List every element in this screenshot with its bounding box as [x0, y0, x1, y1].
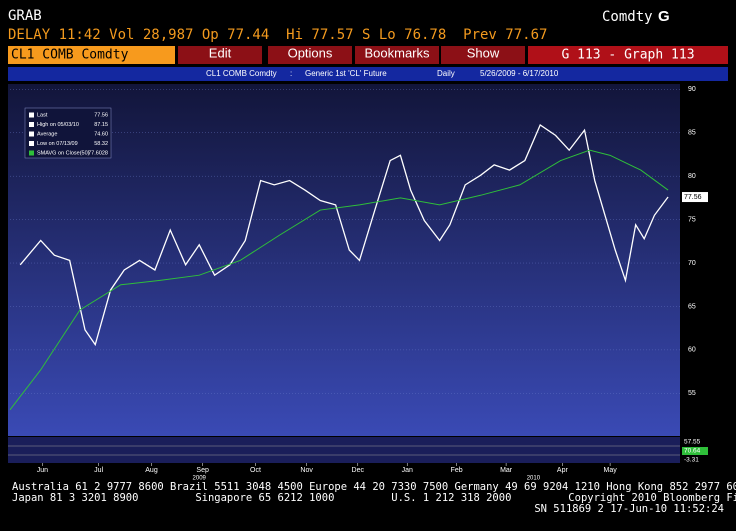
legend-swatch [29, 141, 34, 146]
legend-value: 77.6028 [88, 150, 108, 156]
menu-label: Edit [209, 45, 232, 60]
legend-value: 58.32 [94, 141, 108, 147]
y-tick-label: 85 [688, 130, 696, 137]
app-name: GRAB [8, 8, 42, 24]
info-ticker: CL1 COMB Comdty [206, 69, 277, 78]
x-tick-label: Aug [145, 467, 158, 474]
ticker-box[interactable] [8, 46, 175, 64]
indicator-tag [682, 456, 708, 464]
legend-label: Last [37, 112, 48, 118]
series-line [9, 149, 669, 411]
x-tick-label: Mar [500, 467, 513, 474]
year-label: 2010 [527, 476, 541, 482]
legend-swatch [29, 112, 34, 118]
legend-swatch [29, 131, 34, 137]
year-label: 2009 [193, 476, 207, 482]
graph-box [528, 46, 728, 64]
y-tick-label: 75 [688, 216, 696, 223]
y-tick-label: 65 [688, 303, 696, 310]
menu-button[interactable] [355, 46, 439, 64]
x-tick-label: Nov [300, 467, 313, 474]
legend-label: Average [37, 131, 57, 137]
x-tick-label: Sep [196, 467, 209, 474]
legend-value: 87.15 [94, 122, 108, 128]
graph-title: G 113 - Graph 113 [561, 48, 694, 63]
legend-value: 74.60 [94, 131, 108, 137]
y-tick-label: 55 [688, 390, 696, 397]
footer-line: Japan 81 3 3201 8900 Singapore 65 6212 1… [12, 492, 736, 504]
info-bar [8, 67, 728, 81]
menu-label: Bookmarks [364, 45, 430, 60]
sector-mark: G [658, 8, 670, 25]
legend-swatch [29, 122, 34, 127]
legend-swatch [29, 150, 34, 156]
quote-line: DELAY 11:42 Vol 28,987 Op 77.44 Hi 77.57… [8, 27, 547, 43]
indicator-tag [682, 438, 708, 446]
indicator-label: 70.64 [684, 448, 701, 455]
x-tick-label: Jan [402, 467, 413, 474]
x-tick-label: May [603, 467, 617, 474]
menu-label: Options [288, 45, 333, 60]
y-tick-label: 70 [688, 260, 696, 267]
menu-button[interactable] [268, 46, 352, 64]
legend-label: SMAVG on Close(50) [37, 150, 90, 156]
y-tick-label: 90 [688, 86, 696, 93]
x-tick-label: Feb [451, 467, 463, 474]
info-desc: Generic 1st 'CL' Future [305, 69, 387, 78]
footer-line: Australia 61 2 9777 8600 Brazil 5511 304… [12, 481, 736, 493]
menu-button[interactable] [178, 46, 262, 64]
x-tick-label: Jul [94, 467, 103, 474]
legend-label: High on 05/03/10 [37, 122, 79, 128]
series-line [19, 123, 669, 347]
last-tag [682, 192, 708, 203]
info-freq: Daily [437, 69, 455, 78]
menu-button[interactable] [441, 46, 525, 64]
indicator-panels [8, 437, 680, 463]
y-tick-label: 60 [688, 347, 696, 354]
indicator-label: -3.31 [684, 457, 699, 464]
sector: Comdty [602, 9, 653, 25]
legend-value: 77.56 [94, 112, 108, 118]
x-tick-label: Dec [352, 467, 365, 474]
plot-area [8, 84, 680, 436]
info-range: 5/26/2009 - 6/17/2010 [480, 69, 559, 78]
y-tick-label: 80 [688, 173, 696, 180]
info-sep: : [290, 69, 292, 78]
footer-line: SN 511869 2 17-Jun-10 11:52:24 [534, 503, 724, 515]
x-tick-label: Oct [250, 467, 261, 474]
ticker: CL1 COMB Comdty [11, 48, 129, 63]
indicator-tag [682, 447, 708, 455]
x-tick-label: Apr [557, 467, 569, 474]
last-tag-label: 77.56 [684, 194, 702, 201]
legend-label: Low on 07/13/09 [37, 141, 78, 147]
menu-label: Show [467, 45, 500, 60]
x-tick-label: Jun [37, 467, 48, 474]
indicator-label: 57.55 [684, 439, 701, 446]
legend-box [24, 107, 112, 159]
